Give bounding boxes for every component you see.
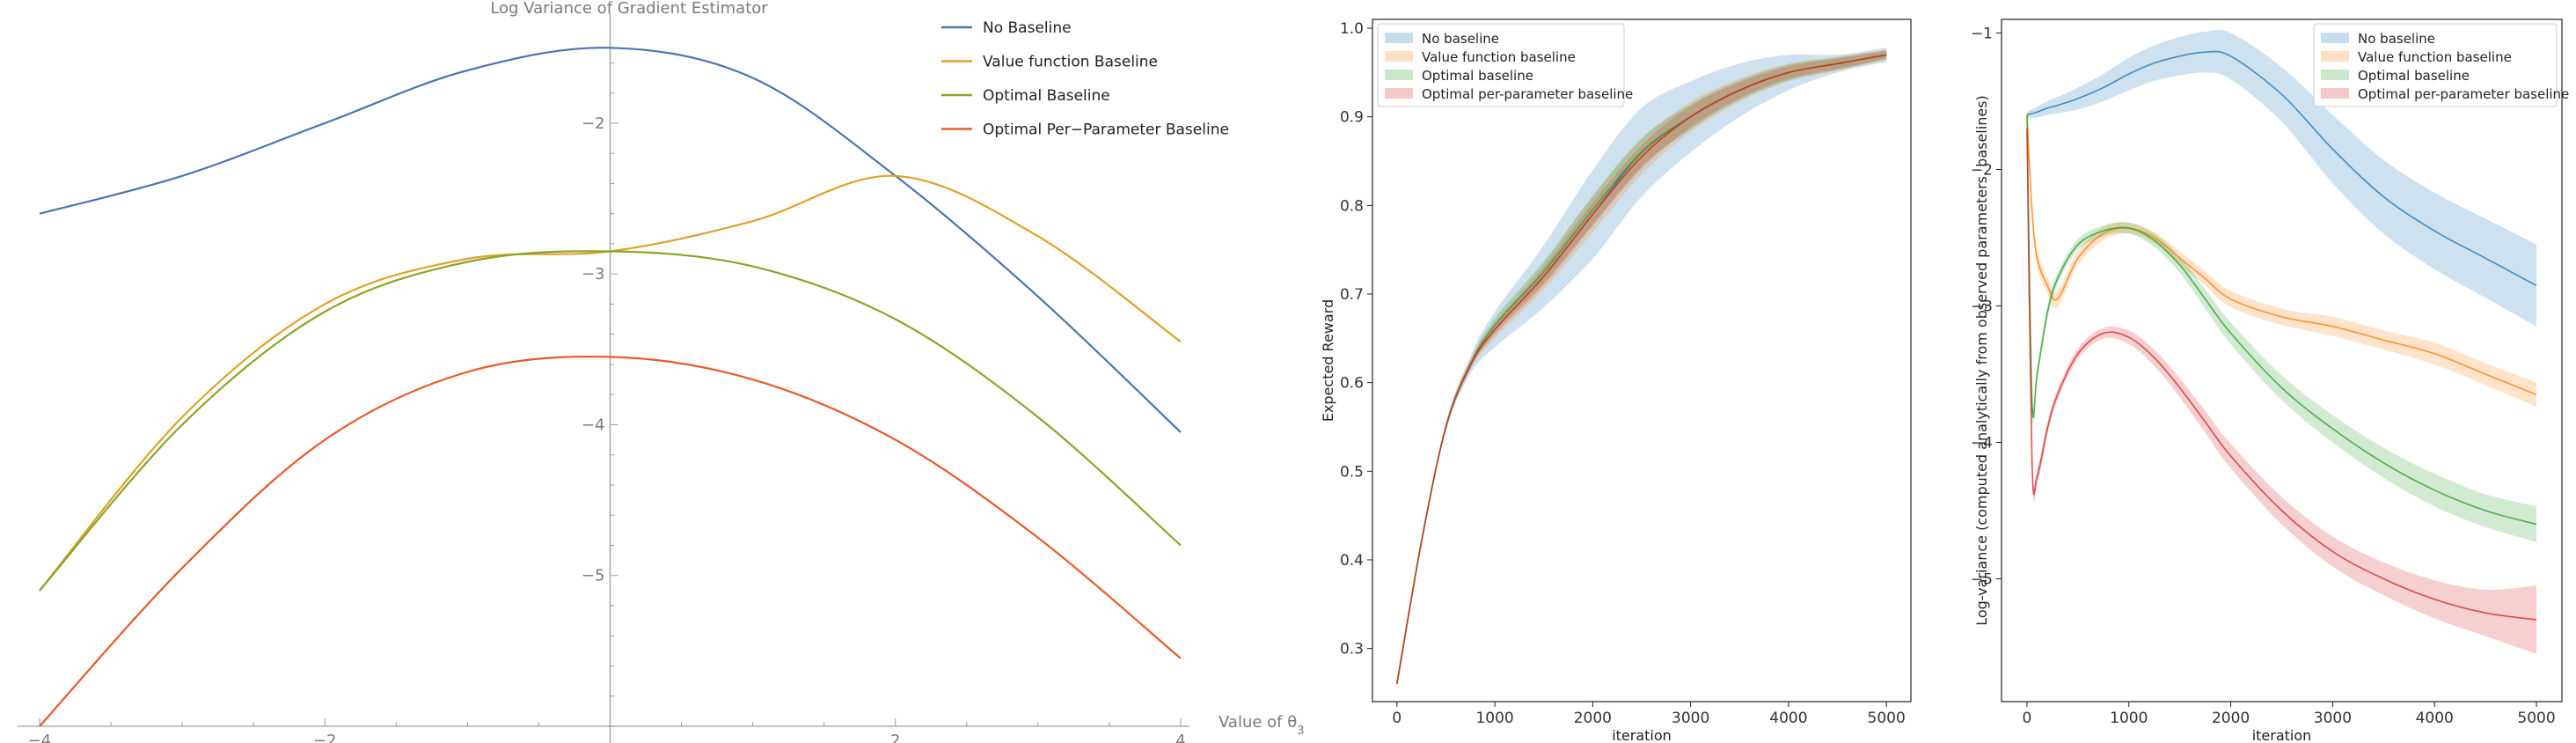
series-line-optimal-per-parameter-baseline <box>1396 54 1887 685</box>
legend-label: Value function Baseline <box>983 54 1158 71</box>
legend-label: No baseline <box>1422 31 1499 47</box>
y-tick-label: 0.5 <box>1340 463 1364 481</box>
series-band-no-baseline <box>1396 48 1887 684</box>
legend-swatch-value-function-baseline <box>1385 51 1413 62</box>
series-band-no-baseline <box>2027 29 2536 327</box>
y-tick-label: 0.3 <box>1340 641 1364 658</box>
chart-title: Log Variance of Gradient Estimator <box>490 0 768 18</box>
legend-label: Value function baseline <box>2358 49 2512 65</box>
x-tick-label: 3000 <box>2314 710 2352 727</box>
y-tick-label: −2 <box>1971 162 1993 180</box>
x-axis-label: Value of θ3 <box>1218 713 1305 738</box>
y-tick-label: −5 <box>582 567 605 585</box>
y-tick-label: −1 <box>1971 26 1993 43</box>
y-axis-label: Log-variance (computed analytically from… <box>1973 95 1990 626</box>
x-tick-label: −4 <box>28 732 52 743</box>
x-tick-label: 2000 <box>2212 710 2250 727</box>
plot-frame <box>2001 18 2563 703</box>
x-axis-label: iteration <box>1612 727 1672 743</box>
legend-label: Optimal Baseline <box>983 87 1110 105</box>
legend-swatch-no-baseline <box>1385 33 1413 43</box>
series-line-no-baseline <box>2026 50 2537 287</box>
x-tick-label: 1000 <box>2110 710 2148 727</box>
series-line-optimal-baseline <box>39 250 1182 592</box>
y-tick-label: 0.7 <box>1340 286 1364 304</box>
y-tick-label: −2 <box>582 114 605 133</box>
legend-swatch-no-baseline <box>2321 33 2349 43</box>
legend-swatch-optimal-per-parameter-baseline <box>1385 88 1413 99</box>
series-line-optimal-per-parameter-baseline <box>2026 128 2537 621</box>
legend-box <box>2313 23 2558 107</box>
x-axis-label-subscript: 3 <box>1297 725 1304 738</box>
y-tick-label: 0.6 <box>1340 375 1364 393</box>
y-tick-label: −3 <box>1971 298 1993 316</box>
x-tick-label: 4000 <box>2416 710 2454 727</box>
chart-log-variance-iteration: 0 1000 2000 3000 4000 5000 −1 −2 −3 −4 −5 iteration… <box>1971 18 2569 743</box>
y-tick-label: −5 <box>1971 571 1993 589</box>
x-axis-label: iteration <box>2252 727 2312 743</box>
y-tick-label: −3 <box>582 265 605 283</box>
legend-swatch-optimal-per-parameter-baseline <box>2321 88 2349 99</box>
x-tick-label: 2 <box>890 732 900 743</box>
x-tick-label: 4 <box>1175 732 1185 743</box>
y-tick-label: 0.9 <box>1340 109 1364 127</box>
legend-label: Optimal per-parameter baseline <box>1422 86 1633 102</box>
x-tick-label: 3000 <box>1672 710 1709 727</box>
legend-label: Optimal baseline <box>2358 68 2470 84</box>
legend-swatch-optimal-baseline <box>1385 70 1413 80</box>
series-line-optimal-baseline <box>2026 114 2537 526</box>
x-tick-label: 4000 <box>1769 710 1807 727</box>
legend-label: Optimal per-parameter baseline <box>2358 86 2569 102</box>
legend-swatch-value-function-baseline <box>2321 51 2349 62</box>
y-axis-label: Expected Reward <box>1320 299 1336 422</box>
y-tick-label: 0.4 <box>1340 552 1364 570</box>
series-band-optimal-per-parameter-baseline <box>1396 51 1887 684</box>
legend-label: Optimal Per−Parameter Baseline <box>983 121 1229 139</box>
y-tick-label: −4 <box>1971 435 1993 452</box>
legend-label: Optimal baseline <box>1422 68 1533 84</box>
y-tick-label: 0.8 <box>1340 197 1364 215</box>
y-tick-label: 1.0 <box>1340 20 1364 38</box>
legend-label: No baseline <box>2358 31 2435 47</box>
chart-log-variance-theta: −4 −2 2 4 −2 −3 −4 −5 Log Variance of Gradient E… <box>18 0 1305 743</box>
series-line-no-baseline <box>39 47 1182 433</box>
x-tick-label: 1000 <box>1475 710 1513 727</box>
series-band-optimal-per-parameter-baseline <box>2027 125 2536 654</box>
chart-expected-reward: 0 1000 2000 3000 4000 5000 0.3 0.4 0.5 0.6 0.7 0.8 0… <box>1320 18 1912 743</box>
x-tick-label: 5000 <box>2517 710 2555 727</box>
plot-frame <box>1372 18 1912 703</box>
series-line-value-function-baseline <box>2026 114 2537 396</box>
x-tick-label: −2 <box>313 732 337 743</box>
series-band-value-function-baseline <box>2027 112 2536 408</box>
x-tick-label: 5000 <box>1868 710 1906 727</box>
series-line-optimal-per-parameter-baseline <box>39 355 1182 727</box>
x-tick-label: 2000 <box>1574 710 1612 727</box>
legend-box <box>1377 23 1625 107</box>
series-band-optimal-baseline <box>2027 112 2536 542</box>
x-tick-label: 0 <box>2023 710 2032 727</box>
legend-label: Value function baseline <box>1422 49 1576 65</box>
x-tick-label: 0 <box>1392 710 1401 727</box>
y-tick-label: −4 <box>582 416 605 434</box>
legend-label: No Baseline <box>983 19 1072 37</box>
legend-swatch-optimal-baseline <box>2321 70 2349 80</box>
